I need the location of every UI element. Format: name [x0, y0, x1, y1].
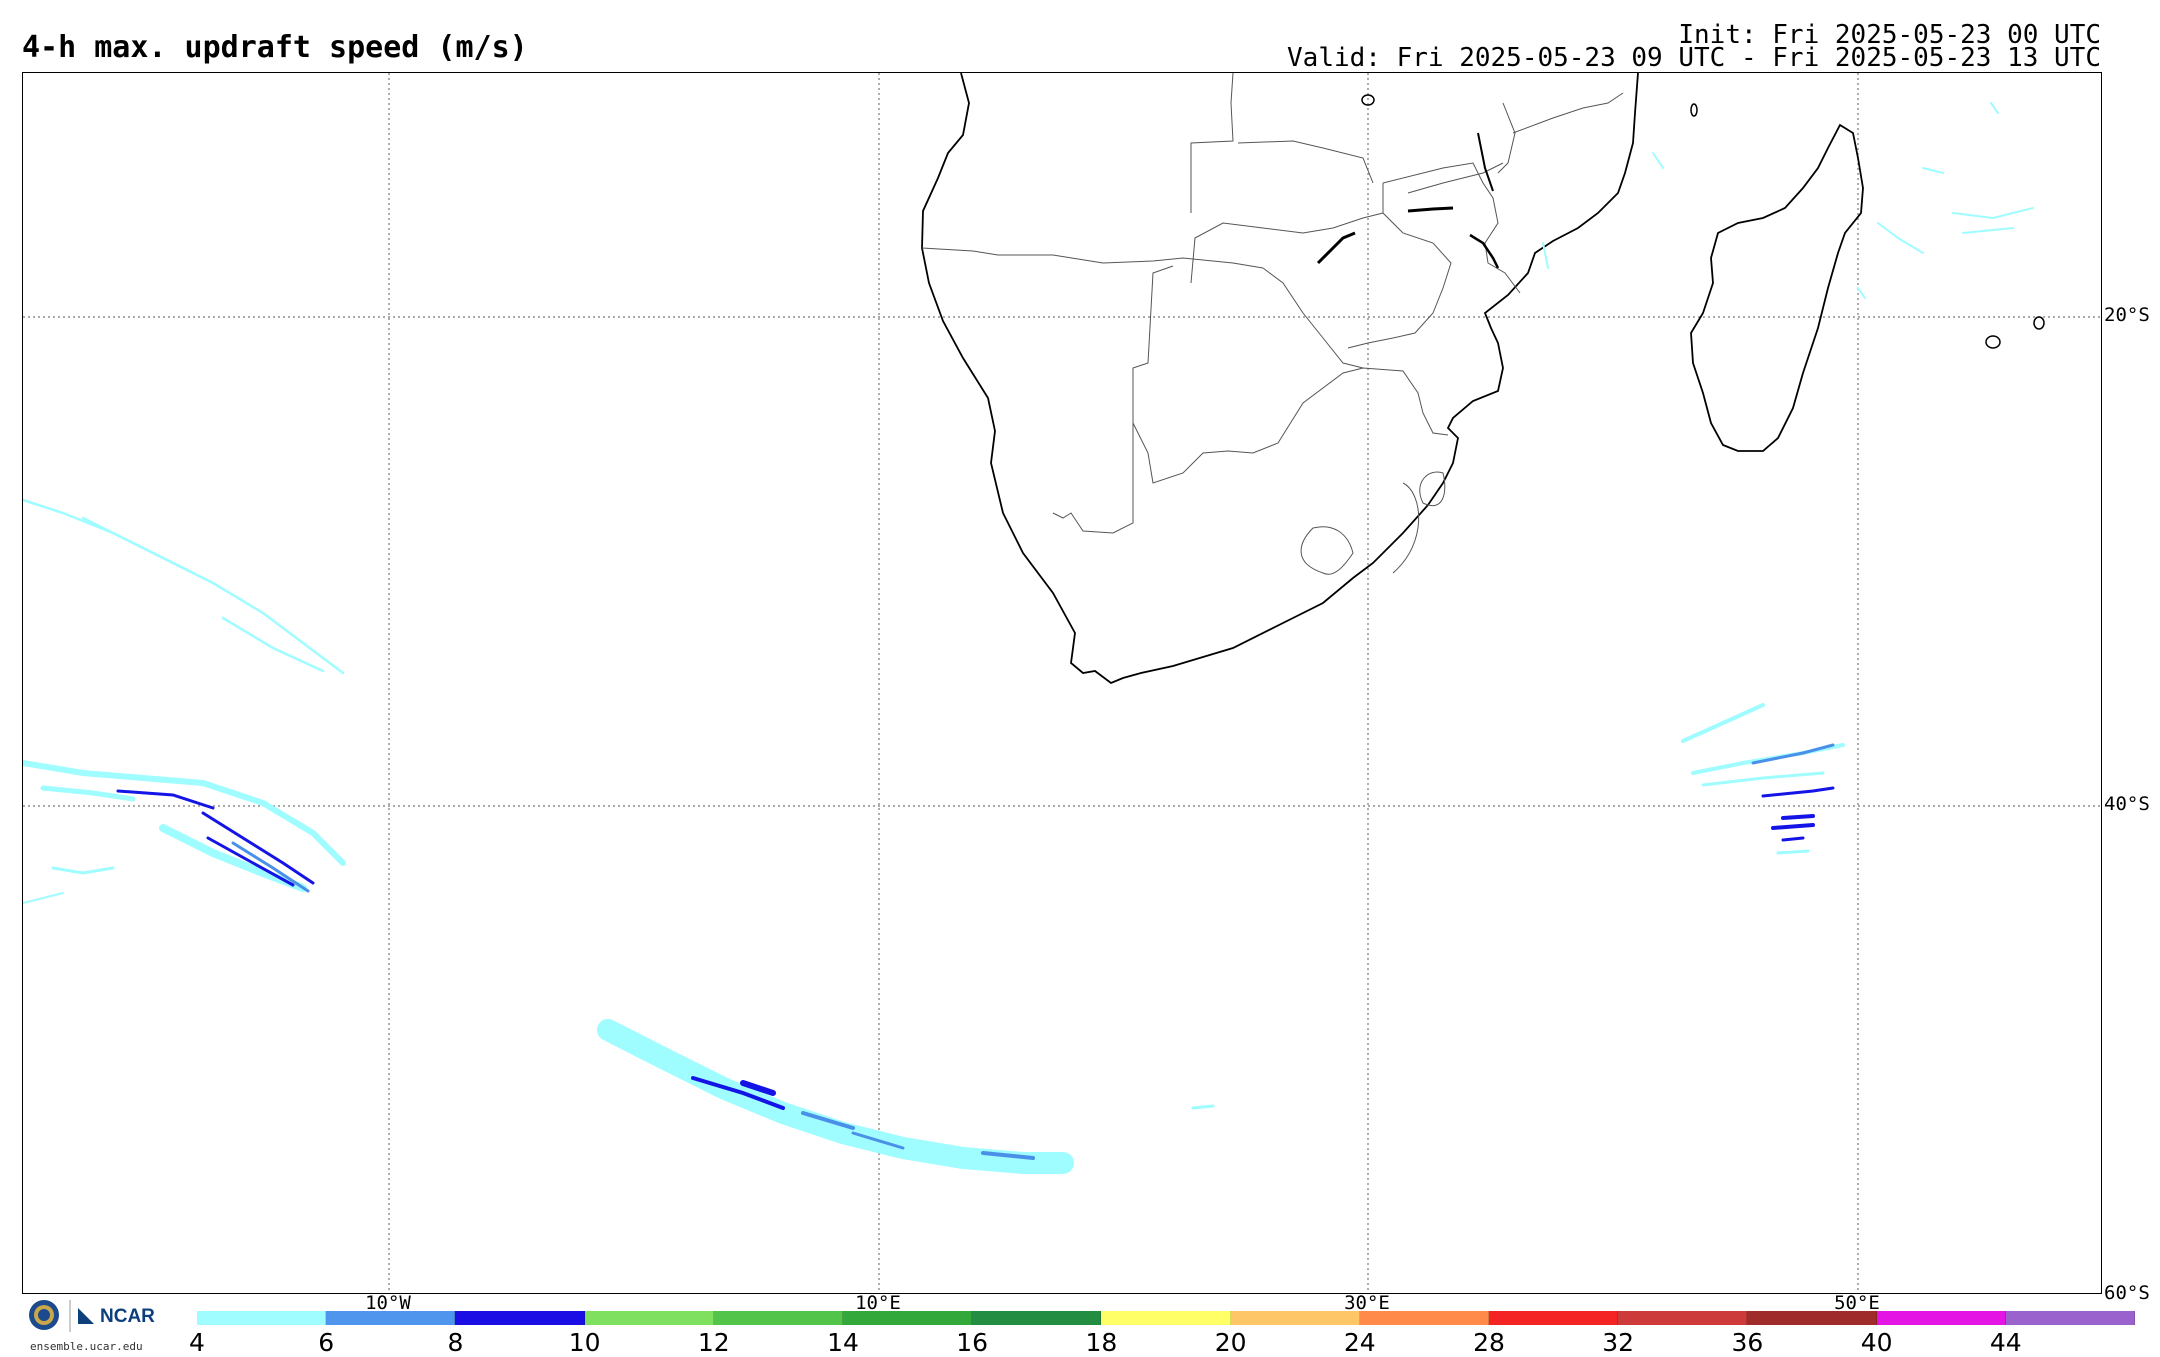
- legend-tick-label: 18: [1085, 1328, 1118, 1357]
- legend-tick-label: 20: [1214, 1328, 1247, 1357]
- legend-swatch: [972, 1311, 1102, 1325]
- legend-swatch: [197, 1311, 327, 1325]
- valid-time: Valid: Fri 2025-05-23 09 UTC - Fri 2025-…: [1287, 43, 2101, 73]
- legend-tick-label: 28: [1473, 1328, 1505, 1357]
- comoros-outline: [1690, 103, 1698, 117]
- lake-cahora: [1407, 206, 1454, 213]
- legend-swatch: [843, 1311, 973, 1325]
- legend-swatch: [713, 1311, 844, 1325]
- legend-tick-label: 44: [1989, 1328, 2022, 1357]
- lon-label-50e: 50°E: [1834, 1292, 1880, 1314]
- legend-tick-label: 24: [1343, 1328, 1376, 1357]
- river-outline: [1469, 233, 1500, 269]
- madagascar-coastline: [1690, 123, 1864, 452]
- swath-northeast-flecks: [1542, 102, 2034, 299]
- init-time: Init: Fri 2025-05-23 00 UTC: [1678, 20, 2101, 50]
- lat-label-40s: 40°S: [2104, 793, 2150, 815]
- africa-coastline: [921, 73, 1639, 685]
- legend-swatch: [1230, 1311, 1360, 1325]
- lon-label-10e: 10°E: [855, 1292, 901, 1314]
- ensemble-url: ensemble.ucar.edu: [30, 1340, 143, 1353]
- lake-kariba: [1316, 231, 1356, 265]
- legend-swatch: [1359, 1311, 1490, 1325]
- legend-colorbar: [197, 1311, 2136, 1325]
- legend-tick-label: 10: [568, 1328, 601, 1357]
- legend-tick-label: 8: [447, 1328, 464, 1357]
- swath-west-cluster: [23, 760, 346, 904]
- map-title: 4-h max. updraft speed (m/s): [22, 30, 528, 65]
- map-canvas: [23, 73, 2101, 1293]
- lat-label-20s: 20°S: [2104, 304, 2150, 326]
- lake-malawi: [1477, 132, 1494, 192]
- lon-label-30e: 30°E: [1344, 1292, 1390, 1314]
- legend-tick-label: 40: [1860, 1328, 1893, 1357]
- legend-swatch: [1101, 1311, 1231, 1325]
- lon-label-10w: 10°W: [365, 1292, 411, 1314]
- graticule: [23, 73, 2101, 1293]
- legend-tick-label: 14: [827, 1328, 859, 1357]
- map-panel: [22, 72, 2102, 1294]
- swath-west-streak: [23, 498, 345, 675]
- legend-swatch: [1747, 1311, 1877, 1325]
- legend-swatch: [1876, 1311, 2006, 1325]
- ncar-wordmark: NCAR: [100, 1306, 155, 1327]
- legend-swatch: [1489, 1311, 1619, 1325]
- legend-swatch: [455, 1311, 585, 1325]
- nsf-ncar-logo: [29, 1300, 94, 1332]
- reunion-outline: [2033, 316, 2045, 330]
- legend-tick-label: 16: [956, 1328, 989, 1357]
- legend-swatch: [1618, 1311, 1748, 1325]
- legend-tick-label: 36: [1731, 1328, 1764, 1357]
- legend-swatch: [2005, 1311, 2136, 1325]
- lat-label-60s: 60°S: [2104, 1282, 2150, 1304]
- country-borders: [921, 73, 1624, 575]
- lake-outline: [1361, 94, 1375, 106]
- legend-tick-label: 4: [189, 1328, 205, 1357]
- swath-southeast-cluster: [1681, 703, 1845, 855]
- legend-tick-label: 12: [697, 1328, 730, 1357]
- legend-tick-label: 32: [1602, 1328, 1635, 1357]
- legend-tick-label: 6: [318, 1328, 335, 1357]
- updraft-swaths: [23, 102, 2034, 1174]
- swath-south-central: [597, 1019, 1215, 1174]
- legend-swatch: [326, 1311, 456, 1325]
- mauritius-outline: [1985, 335, 2001, 349]
- legend-swatch: [584, 1311, 714, 1325]
